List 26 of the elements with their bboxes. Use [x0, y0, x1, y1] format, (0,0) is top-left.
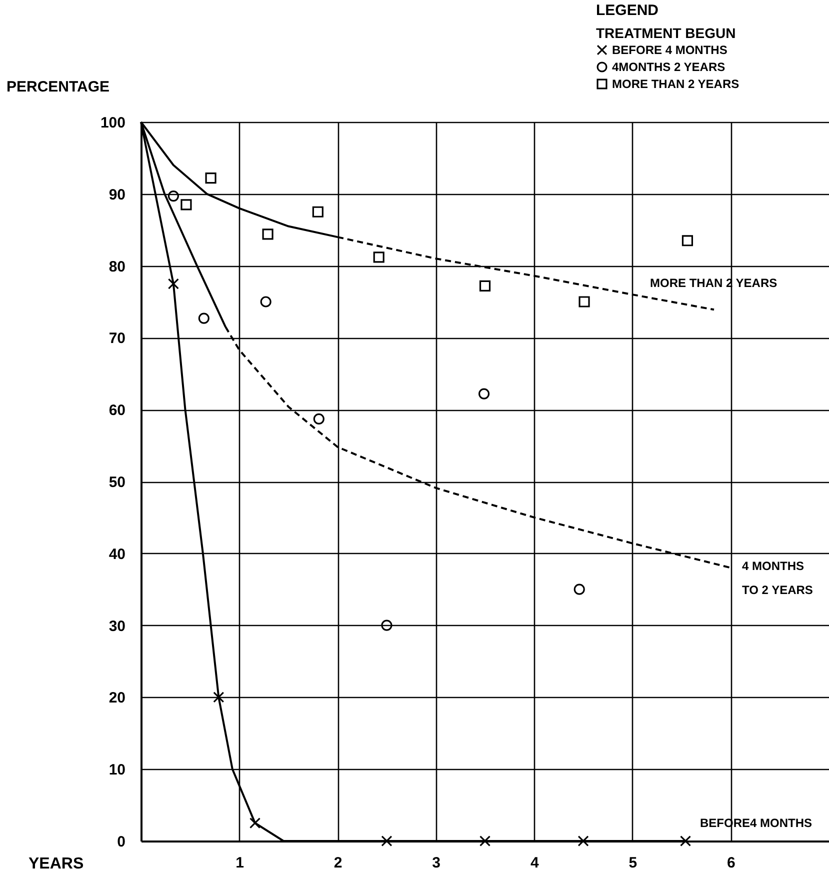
y-tick-label: 100: [100, 114, 126, 132]
annotation: 4 MONTHS: [742, 559, 804, 573]
x-tick-label: 1: [236, 854, 244, 872]
x-tick-label: 4: [530, 854, 540, 872]
y-tick-label: 90: [108, 186, 126, 204]
legend-title: TREATMENT BEGUN: [596, 25, 736, 41]
x-axis-title: YEARS: [28, 856, 84, 872]
x-tick-label: 5: [628, 854, 638, 872]
y-tick-label: 60: [108, 402, 126, 420]
y-tick-label: 50: [108, 474, 126, 491]
y-tick-label: 80: [108, 258, 126, 276]
annotation: TO 2 YEARS: [742, 583, 813, 597]
legend-label: MORE THAN 2 YEARS: [612, 77, 740, 91]
y-tick-label: 30: [108, 618, 126, 635]
y-tick-label: 10: [108, 762, 126, 779]
y-tick-label: 40: [108, 546, 126, 563]
y-tick-label: 20: [108, 690, 126, 707]
y-axis-title: PERCENTAGE: [6, 78, 110, 96]
legend-label: 4MONTHS 2 YEARS: [612, 60, 726, 74]
x-tick-label: 3: [432, 854, 441, 872]
x-tick-label: 2: [334, 854, 342, 872]
y-tick-label: 70: [108, 330, 126, 348]
legend-label: BEFORE 4 MONTHS: [612, 43, 728, 57]
text: LEGEND: [596, 2, 659, 19]
x-tick-label: 6: [727, 854, 736, 872]
y-tick-label: 0: [117, 834, 126, 850]
